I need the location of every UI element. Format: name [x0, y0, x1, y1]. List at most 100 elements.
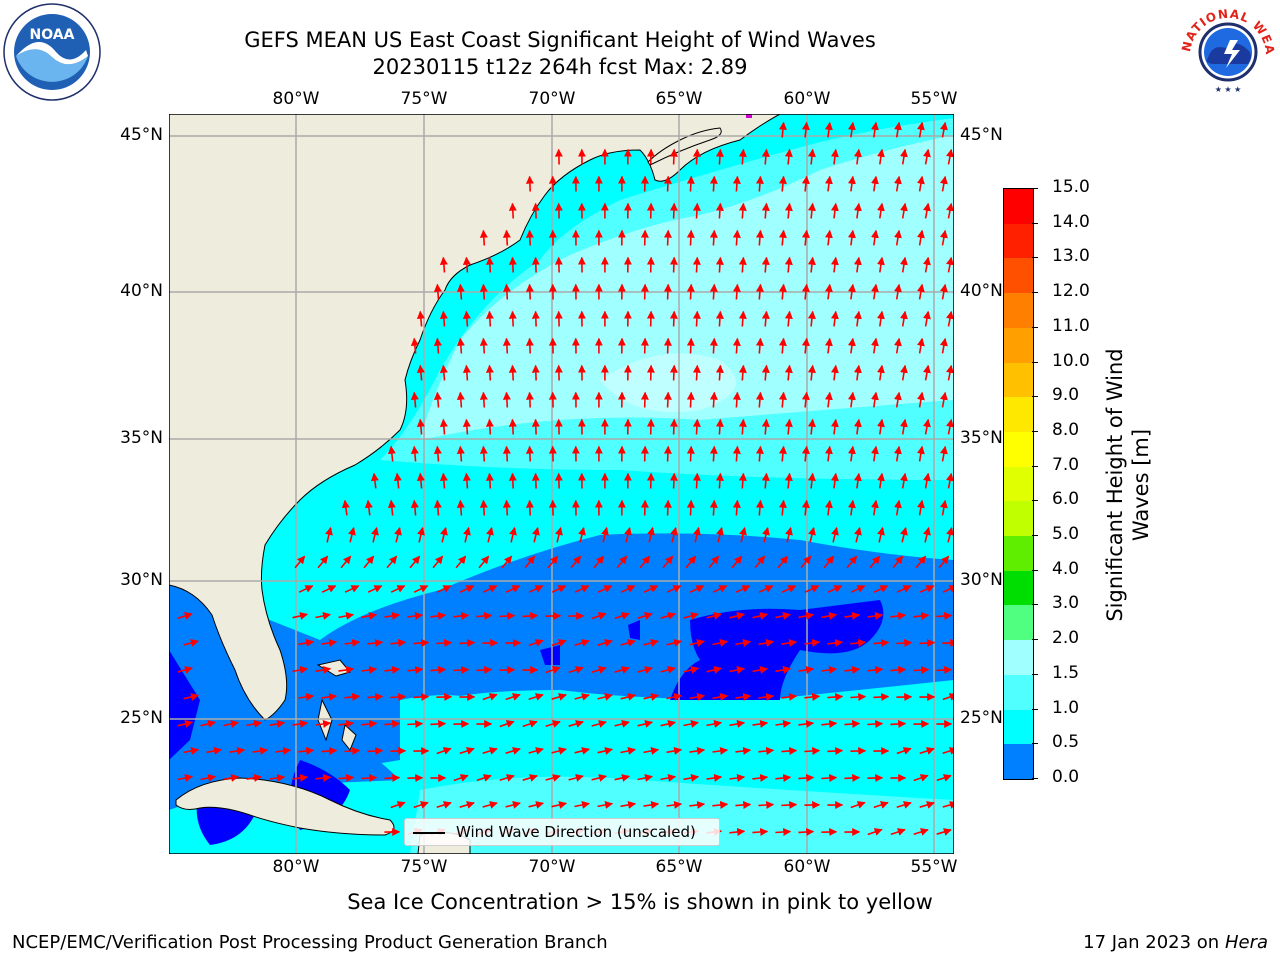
wave-arrow: [686, 229, 695, 246]
wave-arrow: [252, 747, 269, 755]
wave-arrow: [778, 499, 787, 516]
colorbar-segment: [1004, 501, 1033, 537]
wave-arrow: [574, 693, 590, 701]
wave-arrow: [942, 585, 954, 593]
colorbar-tick-mark: [1032, 639, 1038, 641]
wave-arrow: [545, 774, 561, 782]
wave-arrow: [731, 555, 743, 569]
wave-arrow: [893, 337, 902, 354]
wave-arrow: [275, 746, 292, 755]
wave-arrow: [387, 445, 396, 462]
land-bahamas-2: [317, 698, 333, 742]
wave-arrow: [344, 585, 360, 593]
wave-arrow: [804, 585, 820, 593]
wave-arrow: [870, 445, 879, 462]
wave-arrow: [738, 364, 747, 381]
wave-arrow: [367, 746, 384, 755]
wave-arrow: [686, 391, 695, 408]
colorbar-tick-mark: [1032, 222, 1038, 224]
colorbar-segment: [1004, 536, 1033, 572]
wave-arrow: [637, 612, 653, 620]
wave-arrow: [853, 256, 862, 273]
wave-arrow: [738, 202, 747, 219]
wave-arrow: [591, 774, 607, 782]
colorbar-tick-mark: [1032, 292, 1038, 294]
colorbar-tick-label: 2.0: [1052, 628, 1080, 649]
wave-arrow: [709, 391, 718, 408]
colorbar-segment: [1004, 327, 1033, 364]
wave-arrow: [390, 692, 407, 701]
wave-arrow: [485, 472, 494, 489]
wave-arrow: [827, 638, 844, 647]
wave-arrow: [738, 418, 747, 435]
wave-arrow: [946, 418, 954, 435]
wave-arrow: [531, 256, 540, 273]
wave-arrow: [551, 747, 567, 755]
footer-credit: NCEP/EMC/Verification Post Processing Pr…: [12, 932, 608, 953]
wave-arrow: [732, 391, 741, 408]
wave-arrow: [591, 720, 607, 728]
wave-arrow: [522, 774, 538, 782]
wave-arrow: [502, 445, 511, 462]
wave-arrow: [899, 472, 908, 489]
wave-arrow: [923, 472, 931, 489]
wave-arrow: [459, 638, 476, 647]
colorbar-segment: [1004, 362, 1033, 398]
wave-arrow: [505, 585, 521, 593]
wave-arrow: [807, 202, 816, 219]
wave-arrow: [824, 391, 833, 408]
wave-arrow: [508, 418, 517, 435]
wave-arrow: [936, 611, 953, 620]
wave-arrow: [689, 639, 705, 647]
wave-arrow: [177, 612, 193, 620]
lat-tick-left-30n: 30°N: [120, 570, 163, 590]
wave-arrow: [870, 499, 879, 516]
wave-arrow: [801, 499, 810, 516]
wave-arrow: [574, 801, 590, 809]
wave-arrow: [752, 720, 769, 728]
wave-arrow: [663, 445, 672, 462]
ocean-band-0-0-5-patch-3: [628, 620, 640, 640]
wave-arrow: [384, 719, 401, 728]
wave-arrow: [620, 747, 636, 755]
wave-arrow: [456, 283, 465, 300]
wave-arrow: [876, 472, 885, 489]
wave-arrow: [229, 747, 246, 755]
wave-arrow: [850, 585, 866, 593]
land-cuba: [175, 777, 395, 836]
wave-arrow: [601, 526, 609, 543]
wave-arrow: [798, 827, 815, 836]
wave-arrow: [916, 229, 925, 246]
wave-arrow: [899, 148, 908, 165]
legend-label: Wind Wave Direction (unscaled): [456, 823, 696, 841]
wave-arrow: [692, 256, 701, 273]
wave-arrow: [916, 283, 925, 300]
sea-ice-note: Sea Ice Concentration > 15% is shown in …: [347, 890, 933, 914]
arrow-legend: Wind Wave Direction (unscaled): [404, 818, 720, 846]
wave-arrow: [183, 747, 200, 755]
wave-arrow: [294, 555, 306, 569]
wave-arrow: [876, 202, 885, 219]
colorbar-tick-label: 12.0: [1052, 281, 1090, 302]
wave-arrow: [830, 364, 839, 381]
wave-arrow: [433, 391, 442, 408]
wave-arrow: [775, 773, 792, 782]
wave-arrow: [784, 148, 793, 165]
wave-arrow: [417, 526, 425, 543]
wave-arrow: [321, 585, 337, 593]
wave-arrow: [394, 526, 402, 543]
wave-arrow: [801, 391, 810, 408]
wave-arrow: [647, 526, 655, 543]
wave-arrow: [508, 202, 517, 219]
wave-arrow: [784, 202, 793, 219]
wave-arrow: [616, 555, 628, 569]
wave-arrow: [946, 256, 954, 273]
wave-arrow: [755, 499, 764, 516]
lat-tick-left-25n: 25°N: [120, 708, 163, 728]
wave-arrow: [758, 800, 775, 809]
wave-arrow: [482, 693, 498, 701]
chart-subtitle: 20230115 t12z 264h fcst Max: 2.89: [372, 55, 748, 79]
colorbar-tick-mark: [1032, 326, 1038, 328]
wave-arrow: [692, 418, 701, 435]
wave-arrow: [821, 773, 838, 782]
